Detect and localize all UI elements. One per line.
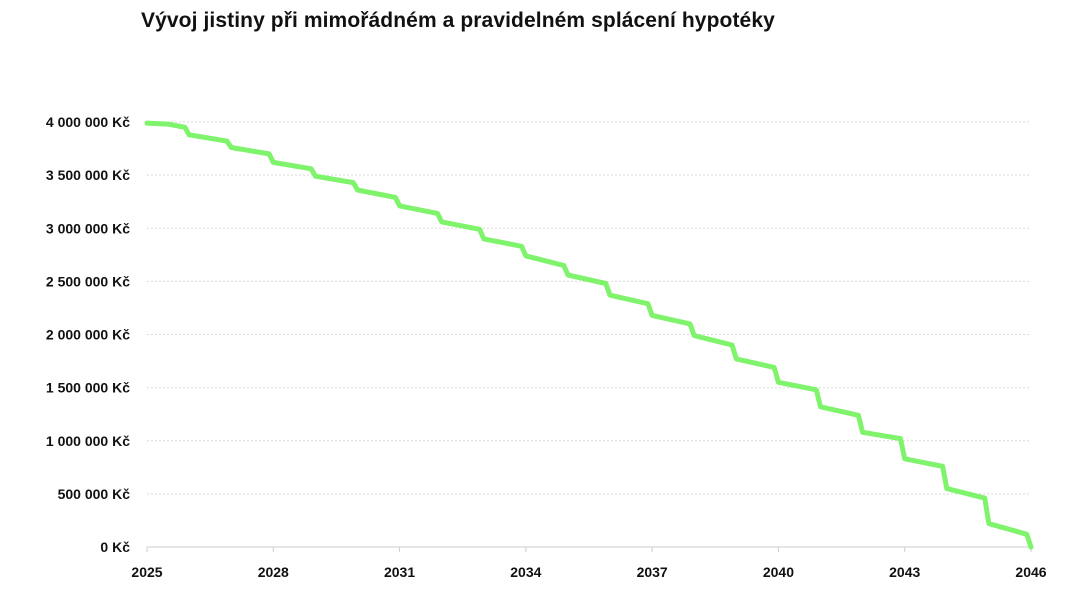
x-tick-label: 2037 <box>637 564 668 580</box>
y-tick-label: 1 000 000 Kč <box>46 433 130 449</box>
x-tick-label: 2043 <box>889 564 920 580</box>
y-axis-ticks: 0 Kč 500 000 Kč 1 000 000 Kč 1 500 000 Kč 2 … <box>46 114 130 555</box>
y-tick-label: 1 500 000 Kč <box>46 380 130 396</box>
x-tick-label: 2025 <box>131 564 162 580</box>
y-tick-label: 500 000 Kč <box>58 486 131 502</box>
y-tick-label: 2 500 000 Kč <box>46 273 130 289</box>
x-tick-label: 2046 <box>1015 564 1046 580</box>
x-axis-ticks: 2025 2028 2031 2034 2037 2040 2043 2046 <box>131 547 1047 580</box>
x-tick-label: 2031 <box>384 564 415 580</box>
y-tick-label: 3 500 000 Kč <box>46 167 130 183</box>
chart-title: Vývoj jistiny při mimořádném a pravideln… <box>141 9 775 32</box>
y-tick-label: 3 000 000 Kč <box>46 220 130 236</box>
x-tick-label: 2034 <box>510 564 541 580</box>
principal-series-line <box>144 120 1034 550</box>
y-tick-label: 2 000 000 Kč <box>46 327 130 343</box>
x-tick-label: 2028 <box>258 564 289 580</box>
x-tick-label: 2040 <box>763 564 794 580</box>
y-tick-label: 4 000 000 Kč <box>46 114 130 130</box>
y-tick-label: 0 Kč <box>100 539 130 555</box>
